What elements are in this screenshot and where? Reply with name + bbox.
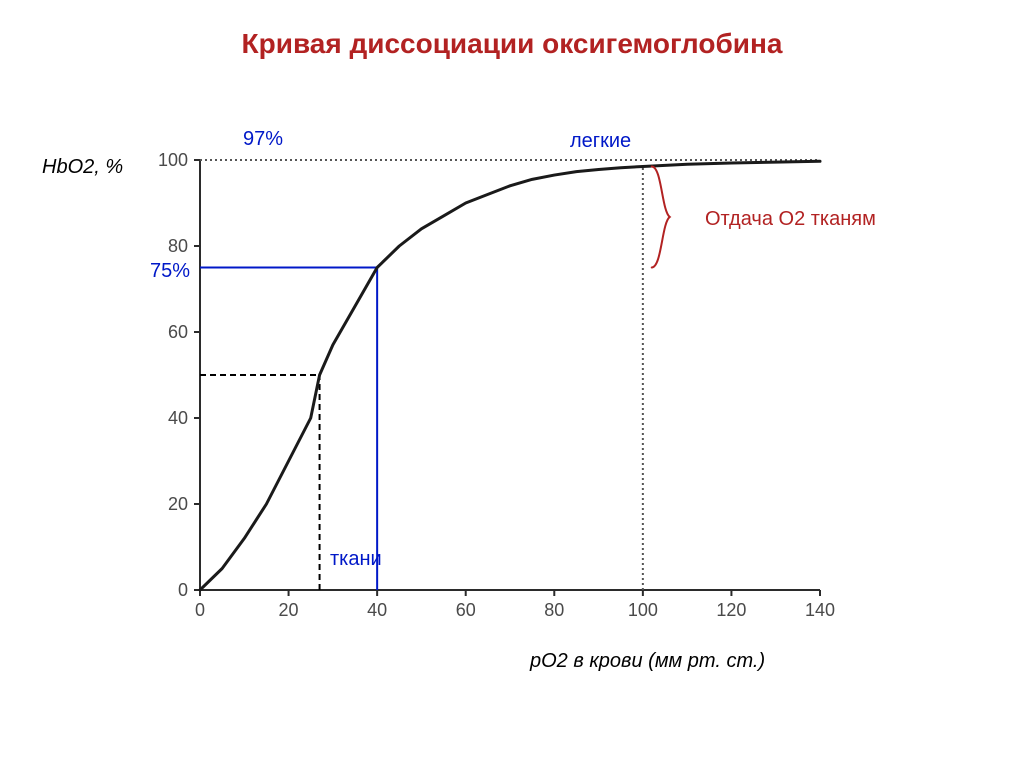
- x-axis-label: pO2 в крови (мм рт. ст.): [530, 650, 765, 673]
- svg-text:20: 20: [279, 600, 299, 620]
- svg-text:60: 60: [456, 600, 476, 620]
- annotation-o2-release: Отдача О2 тканям: [705, 208, 876, 231]
- svg-text:20: 20: [168, 494, 188, 514]
- svg-text:140: 140: [805, 600, 835, 620]
- annotation-97pct: 97%: [243, 128, 283, 151]
- svg-text:80: 80: [544, 600, 564, 620]
- svg-text:0: 0: [178, 580, 188, 600]
- svg-text:100: 100: [158, 150, 188, 170]
- svg-text:80: 80: [168, 236, 188, 256]
- annotation-tissues: ткани: [330, 548, 382, 571]
- svg-text:60: 60: [168, 322, 188, 342]
- dissociation-curve-chart: 0 20 40 60 80 100 120 140 0 20 40 60 80 100: [0, 0, 1024, 767]
- svg-text:40: 40: [168, 408, 188, 428]
- svg-text:40: 40: [367, 600, 387, 620]
- svg-text:100: 100: [628, 600, 658, 620]
- svg-text:0: 0: [195, 600, 205, 620]
- annotation-lungs: легкие: [570, 130, 631, 153]
- annotation-75pct: 75%: [150, 260, 190, 283]
- svg-text:120: 120: [716, 600, 746, 620]
